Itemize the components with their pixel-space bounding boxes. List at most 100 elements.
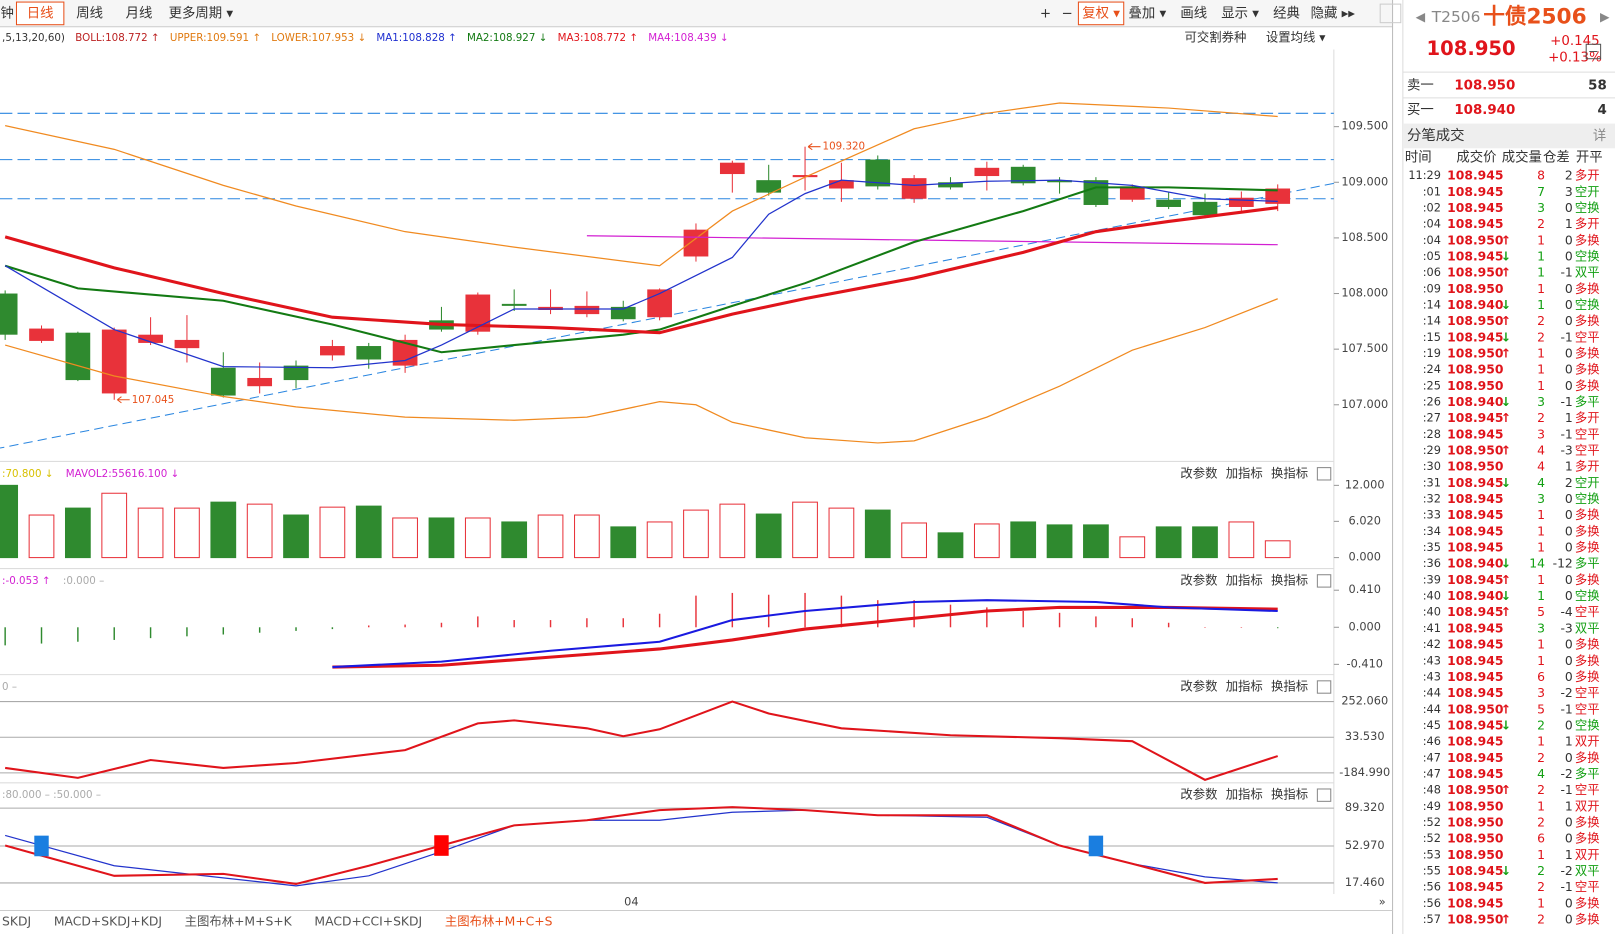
tool-button[interactable]: 显示 ▾ [1221, 6, 1259, 21]
trade-time: :39 [1423, 572, 1441, 586]
prev-icon[interactable]: ◀ [1416, 10, 1426, 24]
trade-time: :25 [1423, 378, 1441, 392]
trade-oi: -1 [1560, 330, 1572, 344]
trade-type: 多平 [1575, 557, 1600, 571]
main-button[interactable]: 设置均线 ▾ [1266, 31, 1326, 45]
trade-volume: 2 [1537, 815, 1545, 829]
trade-type: 空平 [1575, 880, 1600, 894]
panel-button[interactable]: 加指标 [1226, 787, 1263, 802]
panel-button[interactable]: 换指标 [1271, 787, 1308, 802]
column-header: 时间 [1405, 150, 1432, 166]
candle-body [756, 180, 782, 193]
trade-time: :56 [1423, 896, 1441, 910]
volume-bar [64, 507, 91, 559]
period-tab[interactable]: 更多周期 ▾ [169, 4, 234, 21]
macd-bar [1095, 616, 1097, 628]
panel-button[interactable]: 换指标 [1271, 465, 1308, 480]
layout-tab[interactable]: MACD+SKDJ+KDJ [54, 914, 162, 928]
close-button[interactable] [1316, 680, 1332, 694]
trade-volume: 4 [1537, 476, 1545, 490]
layout-tab[interactable]: SKDJ [2, 914, 31, 928]
panel-button[interactable]: 改参数 [1180, 465, 1217, 480]
trade-time: :30 [1423, 459, 1441, 473]
panel-button[interactable]: 加指标 [1226, 679, 1263, 694]
layout-tab[interactable]: 主图布林+M+S+K [185, 914, 293, 928]
period-tab[interactable]: 月线 [126, 5, 153, 21]
volume-bar [1155, 526, 1182, 559]
panel-button[interactable]: 改参数 [1180, 679, 1217, 694]
trade-type: 空开 [1575, 476, 1600, 490]
collapse-button[interactable] [1585, 43, 1602, 60]
trade-arrow: ↓ [1501, 476, 1511, 490]
candle-body [101, 329, 127, 394]
next-icon[interactable]: ▶ [1600, 10, 1610, 24]
trade-volume: 1 [1537, 735, 1545, 749]
panel-button[interactable]: 改参数 [1180, 787, 1217, 802]
candle-body [210, 367, 236, 396]
trade-price: 108.940 [1447, 557, 1504, 571]
trade-type: 多换 [1575, 379, 1600, 393]
trade-time: :53 [1423, 847, 1441, 861]
tool-button[interactable]: 画线 [1180, 5, 1207, 21]
indicator-legend: UPPER:109.591 ↑ [170, 32, 261, 44]
trade-price: 108.950 [1447, 379, 1504, 393]
period-tab[interactable]: 钟 [1, 4, 14, 21]
trade-time: :57 [1423, 912, 1441, 926]
tool-button[interactable]: 隐藏 ▸▸ [1311, 5, 1356, 21]
tool-button[interactable]: − [1061, 6, 1072, 21]
close-button[interactable] [1316, 574, 1332, 588]
trade-oi: 0 [1565, 541, 1573, 555]
trade-volume: 2 [1537, 217, 1545, 231]
panel-button[interactable]: 换指标 [1271, 679, 1308, 694]
trade-oi: 0 [1565, 379, 1573, 393]
trade-oi: -2 [1560, 767, 1572, 781]
trades-header [1402, 123, 1615, 149]
indicator-line [5, 102, 1278, 267]
indicator-line [332, 605, 1278, 669]
close-button[interactable] [1316, 467, 1332, 481]
fullscreen-button[interactable] [1379, 3, 1402, 24]
tool-button[interactable]: 叠加 ▾ [1129, 5, 1167, 21]
detail-button[interactable]: 详 [1593, 128, 1606, 144]
close-button[interactable] [1316, 788, 1332, 802]
indicator-legend: MA4:108.439 ↓ [648, 32, 728, 44]
trade-volume: 1 [1537, 347, 1545, 361]
period-tab[interactable]: 周线 [76, 5, 103, 21]
layout-tab[interactable]: MACD+CCI+SKDJ [314, 914, 422, 928]
trade-volume: 1 [1537, 233, 1545, 247]
signal-marker [34, 835, 49, 857]
trade-type: 多换 [1575, 541, 1600, 555]
trade-price: 108.950 [1447, 799, 1504, 813]
main-button[interactable]: 可交割券种 [1185, 30, 1247, 45]
tool-button[interactable]: 经典 [1273, 5, 1300, 21]
panel-button[interactable]: 加指标 [1226, 465, 1263, 480]
y-tick-label: -0.410 [1346, 656, 1383, 670]
trade-volume: 2 [1537, 912, 1545, 926]
period-tab[interactable]: 日线 [27, 5, 54, 21]
trades-title: 分笔成交 [1407, 126, 1465, 144]
candle-body [174, 339, 200, 349]
tool-button[interactable]: 复权 ▾ [1082, 4, 1120, 21]
trade-time: :33 [1423, 508, 1441, 522]
trade-volume: 3 [1537, 621, 1545, 635]
layout-tab[interactable]: 主图布林+M+C+S [445, 914, 553, 928]
candle-body [0, 293, 18, 335]
indicator-line [5, 700, 1279, 781]
trade-type: 空换 [1575, 201, 1600, 215]
trade-price: 108.945 [1447, 638, 1503, 652]
macd-bar [513, 620, 515, 628]
volume-bar [755, 513, 782, 559]
panel-button[interactable]: 加指标 [1226, 572, 1263, 587]
trade-type: 多平 [1575, 395, 1600, 409]
candle-body [829, 180, 854, 189]
trade-oi: 0 [1565, 573, 1573, 587]
trade-arrow: ↓ [1501, 718, 1511, 732]
last-price: 108.950 [1427, 37, 1516, 60]
candle-body [1265, 188, 1291, 204]
scroll-icon[interactable]: » [1379, 894, 1386, 908]
panel-button[interactable]: 换指标 [1271, 572, 1308, 587]
trade-volume: 6 [1537, 832, 1545, 846]
panel-legend: MAVOL2:55616.100 ↓ [66, 468, 179, 480]
tool-button[interactable]: + [1040, 6, 1051, 21]
panel-button[interactable]: 改参数 [1180, 572, 1217, 587]
